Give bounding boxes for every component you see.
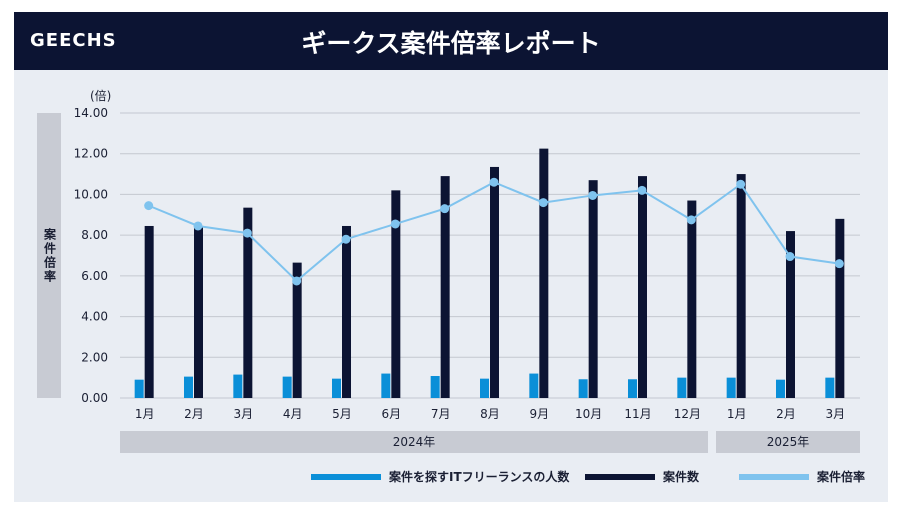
bar-jobs bbox=[243, 207, 253, 398]
bar-jobs bbox=[144, 225, 154, 398]
ratio-point bbox=[736, 179, 746, 189]
ratio-point bbox=[785, 252, 795, 262]
x-tick-label: 3月 bbox=[826, 407, 846, 421]
ratio-point bbox=[637, 185, 647, 195]
bar-freelancers bbox=[332, 378, 341, 398]
year-band bbox=[716, 431, 860, 453]
bar-freelancers bbox=[134, 379, 144, 398]
x-tick-label: 2月 bbox=[776, 407, 796, 421]
bar-jobs bbox=[342, 225, 351, 398]
y-tick-label: 8.00 bbox=[81, 228, 108, 242]
bar-freelancers bbox=[578, 379, 588, 398]
y-tick-label: 6.00 bbox=[81, 269, 108, 283]
year-label: 2024年 bbox=[393, 435, 436, 449]
x-tick-label: 6月 bbox=[382, 407, 402, 421]
ratio-point bbox=[489, 177, 499, 187]
legend-label: 案件倍率 bbox=[816, 469, 865, 484]
bar-freelancers bbox=[825, 377, 835, 398]
x-tick-labels: 1月 2月 3月 4月 5月 6月 7月 8月 9月 10月 11月 12月 1月 2月 3月 bbox=[135, 407, 845, 421]
ratio-point bbox=[292, 276, 302, 286]
bar-jobs bbox=[638, 176, 647, 398]
bar-jobs bbox=[292, 262, 302, 398]
legend-label: 案件を探すITフリーランスの人数 bbox=[388, 469, 570, 484]
ratio-point bbox=[686, 215, 696, 225]
ratio-point bbox=[588, 190, 598, 200]
ratio-point bbox=[440, 204, 450, 214]
bar-jobs bbox=[391, 190, 401, 398]
x-tick-label: 5月 bbox=[332, 407, 352, 421]
x-tick-label: 3月 bbox=[234, 407, 254, 421]
x-tick-label: 8月 bbox=[480, 407, 500, 421]
ratio-point bbox=[144, 201, 154, 211]
y-tick-labels: 0.00 2.00 4.00 6.00 8.00 10.00 12.00 14.00 bbox=[74, 106, 108, 405]
y-axis-title: 案件倍率 bbox=[43, 227, 57, 284]
ratio-point bbox=[341, 234, 351, 244]
y-tick-label: 2.00 bbox=[81, 350, 108, 364]
x-tick-label: 9月 bbox=[530, 407, 550, 421]
bar-freelancers bbox=[381, 373, 391, 398]
y-unit-label: (倍) bbox=[90, 88, 111, 103]
bar-jobs bbox=[539, 148, 549, 398]
legend-swatch bbox=[585, 474, 655, 480]
bar-freelancers bbox=[628, 379, 637, 398]
legend-swatch bbox=[739, 474, 809, 480]
ratio-point bbox=[834, 259, 844, 269]
bar-jobs bbox=[835, 218, 845, 398]
bar-freelancers bbox=[233, 374, 243, 398]
ratio-point bbox=[242, 228, 252, 238]
year-label: 2025年 bbox=[767, 435, 810, 449]
bar-freelancers bbox=[677, 377, 687, 398]
bar-freelancers bbox=[480, 378, 489, 398]
y-tick-label: 12.00 bbox=[74, 147, 108, 161]
x-tick-label: 4月 bbox=[283, 407, 303, 421]
ratio-line bbox=[144, 177, 844, 286]
y-tick-label: 0.00 bbox=[81, 391, 108, 405]
ratio-point bbox=[390, 219, 400, 229]
bar-freelancers bbox=[430, 376, 440, 398]
bar-jobs bbox=[786, 231, 795, 398]
x-tick-label: 12月 bbox=[674, 407, 701, 421]
y-axis-panel bbox=[37, 113, 61, 398]
ratio-point bbox=[193, 221, 203, 231]
legend-swatch bbox=[311, 474, 381, 480]
bar-freelancers bbox=[282, 376, 292, 398]
bar-jobs bbox=[440, 176, 450, 398]
bar-freelancers bbox=[776, 379, 785, 398]
x-tick-label: 11月 bbox=[624, 407, 651, 421]
bar-freelancers bbox=[726, 377, 736, 398]
x-tick-label: 1月 bbox=[727, 407, 747, 421]
ratio-point bbox=[538, 198, 548, 208]
y-tick-label: 14.00 bbox=[74, 106, 108, 120]
y-tick-label: 10.00 bbox=[74, 187, 108, 201]
year-band bbox=[120, 431, 708, 453]
bar-jobs bbox=[588, 180, 598, 398]
legend: 案件を探すITフリーランスの人数 案件数 案件倍率 bbox=[311, 469, 865, 484]
bar-jobs bbox=[687, 200, 697, 398]
bar-jobs bbox=[490, 166, 499, 398]
bars bbox=[134, 148, 845, 398]
x-tick-label: 1月 bbox=[135, 407, 155, 421]
bar-jobs bbox=[736, 174, 746, 398]
brand-logo: GEECHS bbox=[30, 30, 117, 51]
bar-freelancers bbox=[529, 373, 539, 398]
y-tick-label: 4.00 bbox=[81, 310, 108, 324]
x-tick-label: 7月 bbox=[431, 407, 451, 421]
bar-jobs bbox=[194, 225, 203, 398]
x-tick-label: 2月 bbox=[184, 407, 204, 421]
page-title: ギークス案件倍率レポート bbox=[301, 29, 601, 58]
header-bar: GEECHS ギークス案件倍率レポート bbox=[14, 12, 888, 70]
year-groups: 2024年 2025年 bbox=[120, 431, 860, 453]
legend-label: 案件数 bbox=[662, 469, 700, 484]
x-tick-label: 10月 bbox=[575, 407, 602, 421]
bar-freelancers bbox=[184, 376, 193, 398]
